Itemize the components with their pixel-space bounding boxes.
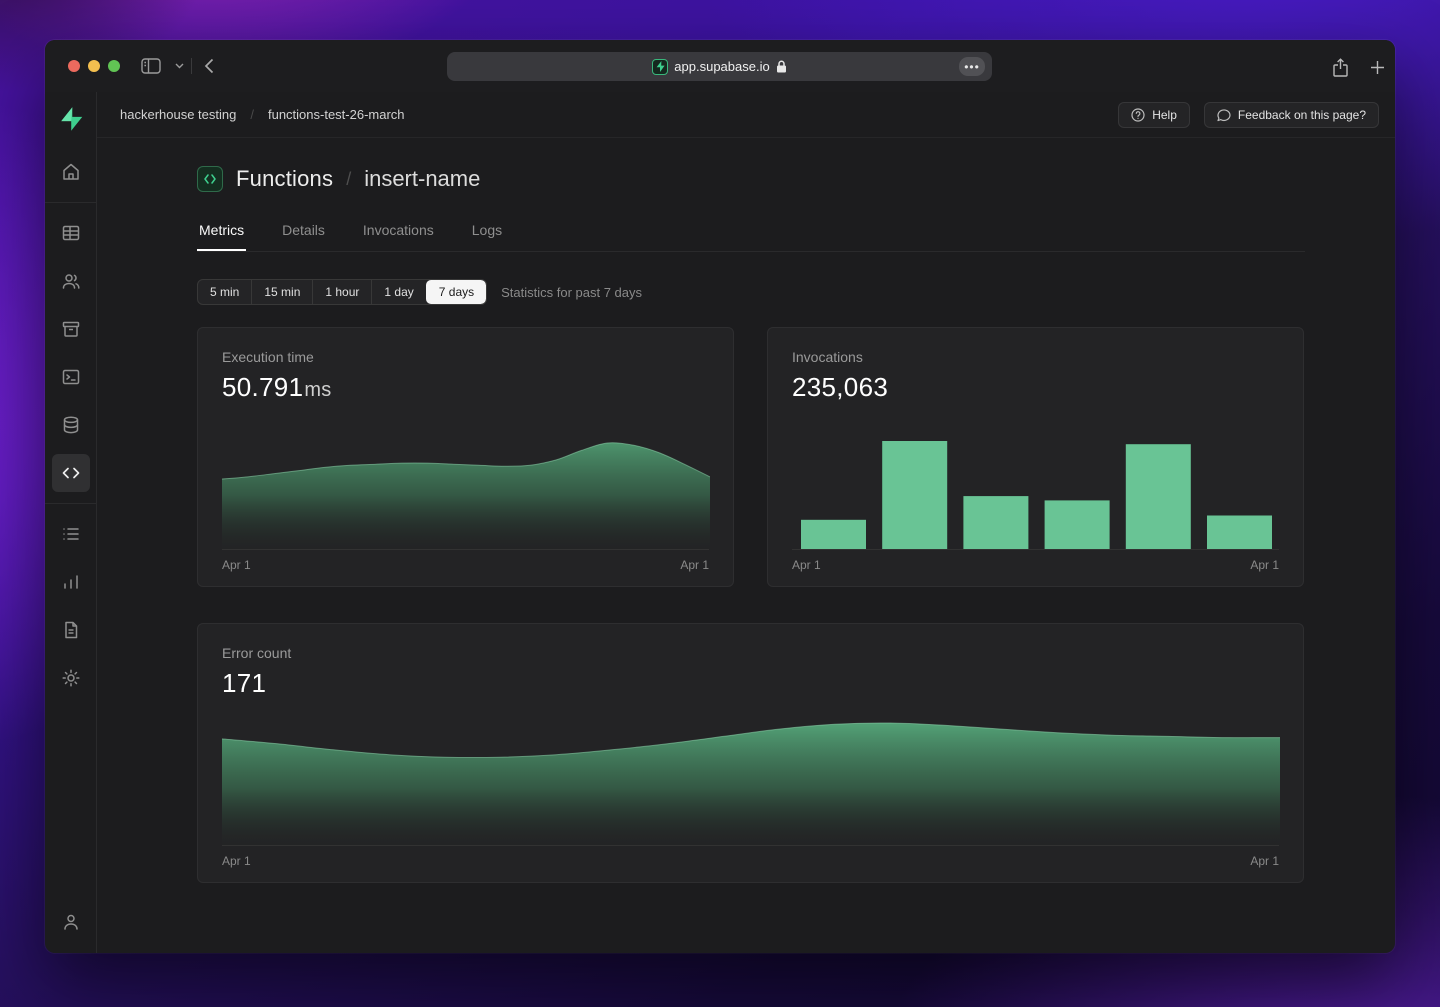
- range-1day-button[interactable]: 1 day: [371, 280, 425, 304]
- home-icon: [62, 163, 79, 180]
- card-title: Invocations: [792, 349, 863, 365]
- x-tick-start: Apr 1: [792, 558, 821, 572]
- main-content: Functions / insert-name Metrics Details …: [97, 138, 1395, 953]
- execution-time-chart: [222, 429, 710, 549]
- code-icon: [62, 467, 79, 479]
- speech-bubble-icon: [1217, 108, 1231, 121]
- x-axis: Apr 1 Apr 1: [222, 845, 1279, 868]
- breadcrumb: hackerhouse testing / functions-test-26-…: [120, 107, 405, 122]
- range-5min-button[interactable]: 5 min: [210, 285, 240, 299]
- x-tick-end: Apr 1: [1250, 854, 1279, 868]
- sidebar-item-database[interactable]: [52, 406, 90, 444]
- sidebar-toggle-icon[interactable]: [139, 54, 163, 78]
- functions-icon: [197, 166, 223, 192]
- chevron-down-icon[interactable]: [167, 54, 191, 78]
- help-circle-icon: [1131, 107, 1145, 122]
- execution-time-card: Execution time 50.791ms Apr 1 Apr 1: [197, 327, 734, 587]
- sidebar-item-table-editor[interactable]: [52, 214, 90, 252]
- terminal-icon: [62, 369, 79, 385]
- list-icon: [62, 528, 79, 540]
- x-tick-end: Apr 1: [1250, 558, 1279, 572]
- x-tick-start: Apr 1: [222, 854, 251, 868]
- range-note: Statistics for past 7 days: [501, 284, 643, 300]
- error-count-chart: [222, 719, 1280, 845]
- x-axis: Apr 1 Apr 1: [222, 549, 709, 572]
- help-button[interactable]: Help: [1118, 101, 1190, 128]
- page-more-icon[interactable]: •••: [959, 57, 985, 76]
- address-bar[interactable]: app.supabase.io •••: [447, 52, 992, 81]
- page-title: Functions / insert-name: [197, 166, 1305, 192]
- breadcrumb-separator: /: [250, 107, 254, 122]
- range-1hour-button[interactable]: 1 hour: [312, 280, 371, 304]
- user-icon: [63, 914, 78, 930]
- gear-icon: [61, 669, 80, 687]
- invocations-chart: [792, 437, 1279, 549]
- archive-icon: [62, 321, 79, 337]
- tab-metrics[interactable]: Metrics: [197, 216, 247, 251]
- range-15min-button[interactable]: 15 min: [251, 280, 312, 304]
- invocations-value: 235,063: [792, 372, 889, 402]
- x-tick-start: Apr 1: [222, 558, 251, 572]
- sidebar-item-sql-editor[interactable]: [52, 358, 90, 396]
- back-icon[interactable]: [197, 54, 221, 78]
- browser-toolbar: app.supabase.io •••: [45, 40, 1395, 92]
- users-icon: [62, 274, 80, 289]
- sidebar-item-logs[interactable]: [52, 515, 90, 553]
- sidebar-item-auth[interactable]: [52, 262, 90, 300]
- invocations-card: Invocations 235,063 Apr 1 Apr 1: [767, 327, 1304, 587]
- card-title: Execution time: [222, 349, 314, 365]
- card-title: Error count: [222, 645, 292, 661]
- x-tick-end: Apr 1: [680, 558, 709, 572]
- range-7days-button[interactable]: 7 days: [425, 280, 487, 304]
- app-header: hackerhouse testing / functions-test-26-…: [97, 92, 1395, 138]
- lock-icon: [776, 60, 786, 73]
- help-label: Help: [1152, 107, 1177, 122]
- breadcrumb-project[interactable]: hackerhouse testing: [120, 107, 237, 122]
- browser-window: app.supabase.io •••: [45, 40, 1395, 953]
- execution-time-value: 50.791ms: [222, 372, 332, 402]
- tab-logs[interactable]: Logs: [471, 222, 503, 238]
- document-icon: [64, 621, 77, 639]
- new-tab-icon[interactable]: [1365, 55, 1389, 79]
- time-range-segmented-control: 5 min 15 min 1 hour 1 day 7 days: [197, 279, 488, 305]
- metric-cards: Execution time 50.791ms Apr 1 Apr 1: [197, 327, 1305, 883]
- sidebar-item-storage[interactable]: [52, 310, 90, 348]
- address-url: app.supabase.io: [674, 59, 770, 74]
- sidebar-item-reports[interactable]: [52, 563, 90, 601]
- sidebar-item-functions[interactable]: [51, 454, 90, 492]
- feedback-label: Feedback on this page?: [1237, 107, 1366, 122]
- site-favicon: [652, 58, 669, 75]
- database-icon: [63, 416, 78, 434]
- error-count-value: 171: [222, 668, 267, 698]
- sidebar-item-docs[interactable]: [52, 611, 90, 649]
- toolbar-divider: [191, 58, 192, 74]
- feedback-button[interactable]: Feedback on this page?: [1203, 101, 1379, 128]
- sidebar-divider: [45, 202, 96, 203]
- zoom-window-button[interactable]: [108, 60, 120, 72]
- tab-bar: Metrics Details Invocations Logs: [197, 216, 1305, 252]
- minimize-window-button[interactable]: [88, 60, 100, 72]
- close-window-button[interactable]: [68, 60, 80, 72]
- sidebar: [45, 92, 97, 953]
- x-axis: Apr 1 Apr 1: [792, 549, 1279, 572]
- tab-invocations[interactable]: Invocations: [362, 222, 434, 238]
- table-icon: [62, 225, 79, 241]
- share-icon[interactable]: [1328, 55, 1352, 79]
- window-controls: [68, 60, 120, 72]
- sidebar-item-account[interactable]: [52, 903, 90, 941]
- bar-chart-icon: [63, 575, 78, 589]
- sidebar-item-settings[interactable]: [52, 659, 90, 697]
- supabase-logo[interactable]: [58, 106, 84, 132]
- error-count-card: Error count 171 Apr 1 Apr 1: [197, 623, 1304, 883]
- tab-details[interactable]: Details: [282, 222, 325, 238]
- title-separator: /: [346, 168, 352, 189]
- sidebar-item-home[interactable]: [52, 153, 90, 191]
- page-title-function-name: insert-name: [364, 166, 481, 191]
- breadcrumb-function[interactable]: functions-test-26-march: [267, 107, 405, 122]
- time-range-row: 5 min 15 min 1 hour 1 day 7 days Statist…: [197, 279, 1305, 305]
- page-title-functions[interactable]: Functions: [236, 166, 334, 191]
- sidebar-divider: [45, 503, 96, 504]
